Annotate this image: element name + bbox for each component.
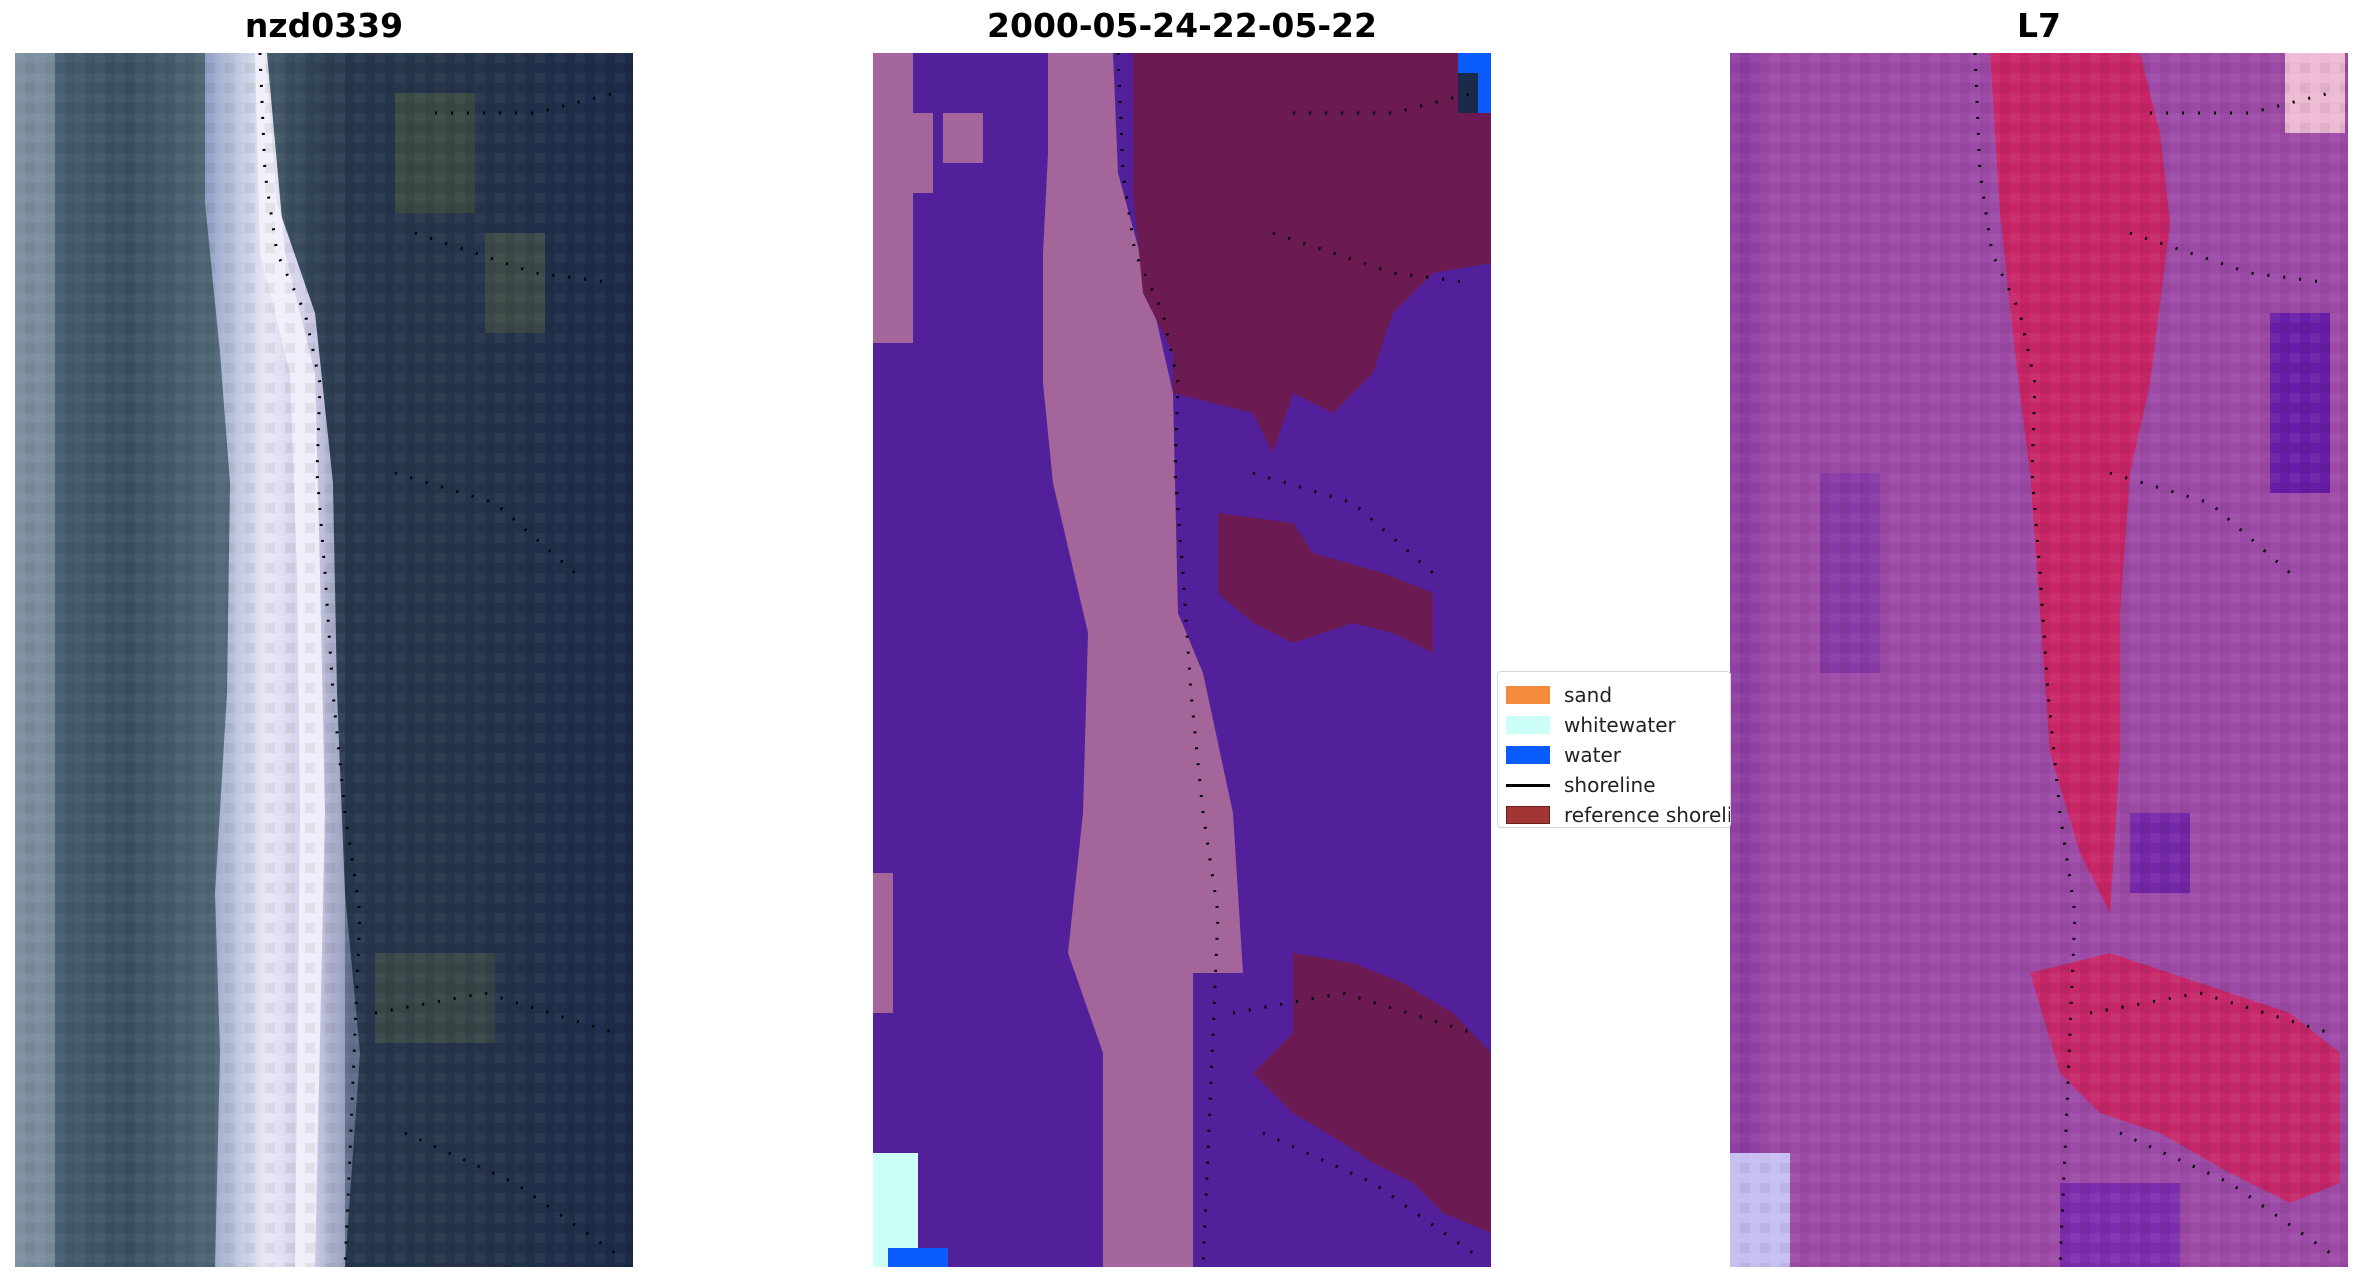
land-region-bottom — [1253, 953, 1491, 1233]
classification-image — [873, 53, 1491, 1267]
water-swatch — [1506, 746, 1550, 764]
index-image — [1730, 53, 2348, 1267]
land-region-middle — [1218, 513, 1433, 653]
legend-label: reference shoreline — [1564, 803, 1730, 827]
rgb-image-panel — [15, 53, 633, 1267]
reference-shoreline-swatch — [1506, 806, 1550, 824]
legend-item-reference-shoreline: reference shoreline — [1506, 801, 1730, 827]
panel-title-middle: 2000-05-24-22-05-22 — [987, 6, 1377, 45]
sand-band — [1043, 53, 1243, 1267]
index-panel — [1730, 53, 2348, 1267]
legend-item-sand: sand — [1506, 681, 1612, 709]
panel-title-right: L7 — [2017, 6, 2061, 45]
legend-label: water — [1564, 743, 1621, 767]
rgb-image — [15, 53, 633, 1267]
legend-label: sand — [1564, 683, 1613, 707]
index-shoreline-dots — [1973, 53, 2077, 1267]
land-region-top — [1133, 53, 1491, 453]
classification-panel — [873, 53, 1491, 1267]
panel-title-left: nzd0339 — [244, 6, 404, 45]
shoreline-dots — [258, 53, 362, 1267]
legend-item-whitewater: whitewater — [1506, 711, 1676, 739]
legend-item-water: water — [1506, 741, 1621, 769]
legend-label: whitewater — [1564, 713, 1676, 737]
sand-swatch — [1506, 686, 1550, 704]
legend: sand whitewater water shoreline referenc… — [1497, 671, 1731, 828]
whitewater-swatch — [1506, 716, 1550, 734]
legend-item-shoreline: shoreline — [1506, 771, 1656, 799]
shoreline-line-swatch — [1506, 783, 1550, 787]
legend-label: shoreline — [1564, 773, 1656, 797]
classification-shoreline-dots — [1116, 53, 1220, 1267]
